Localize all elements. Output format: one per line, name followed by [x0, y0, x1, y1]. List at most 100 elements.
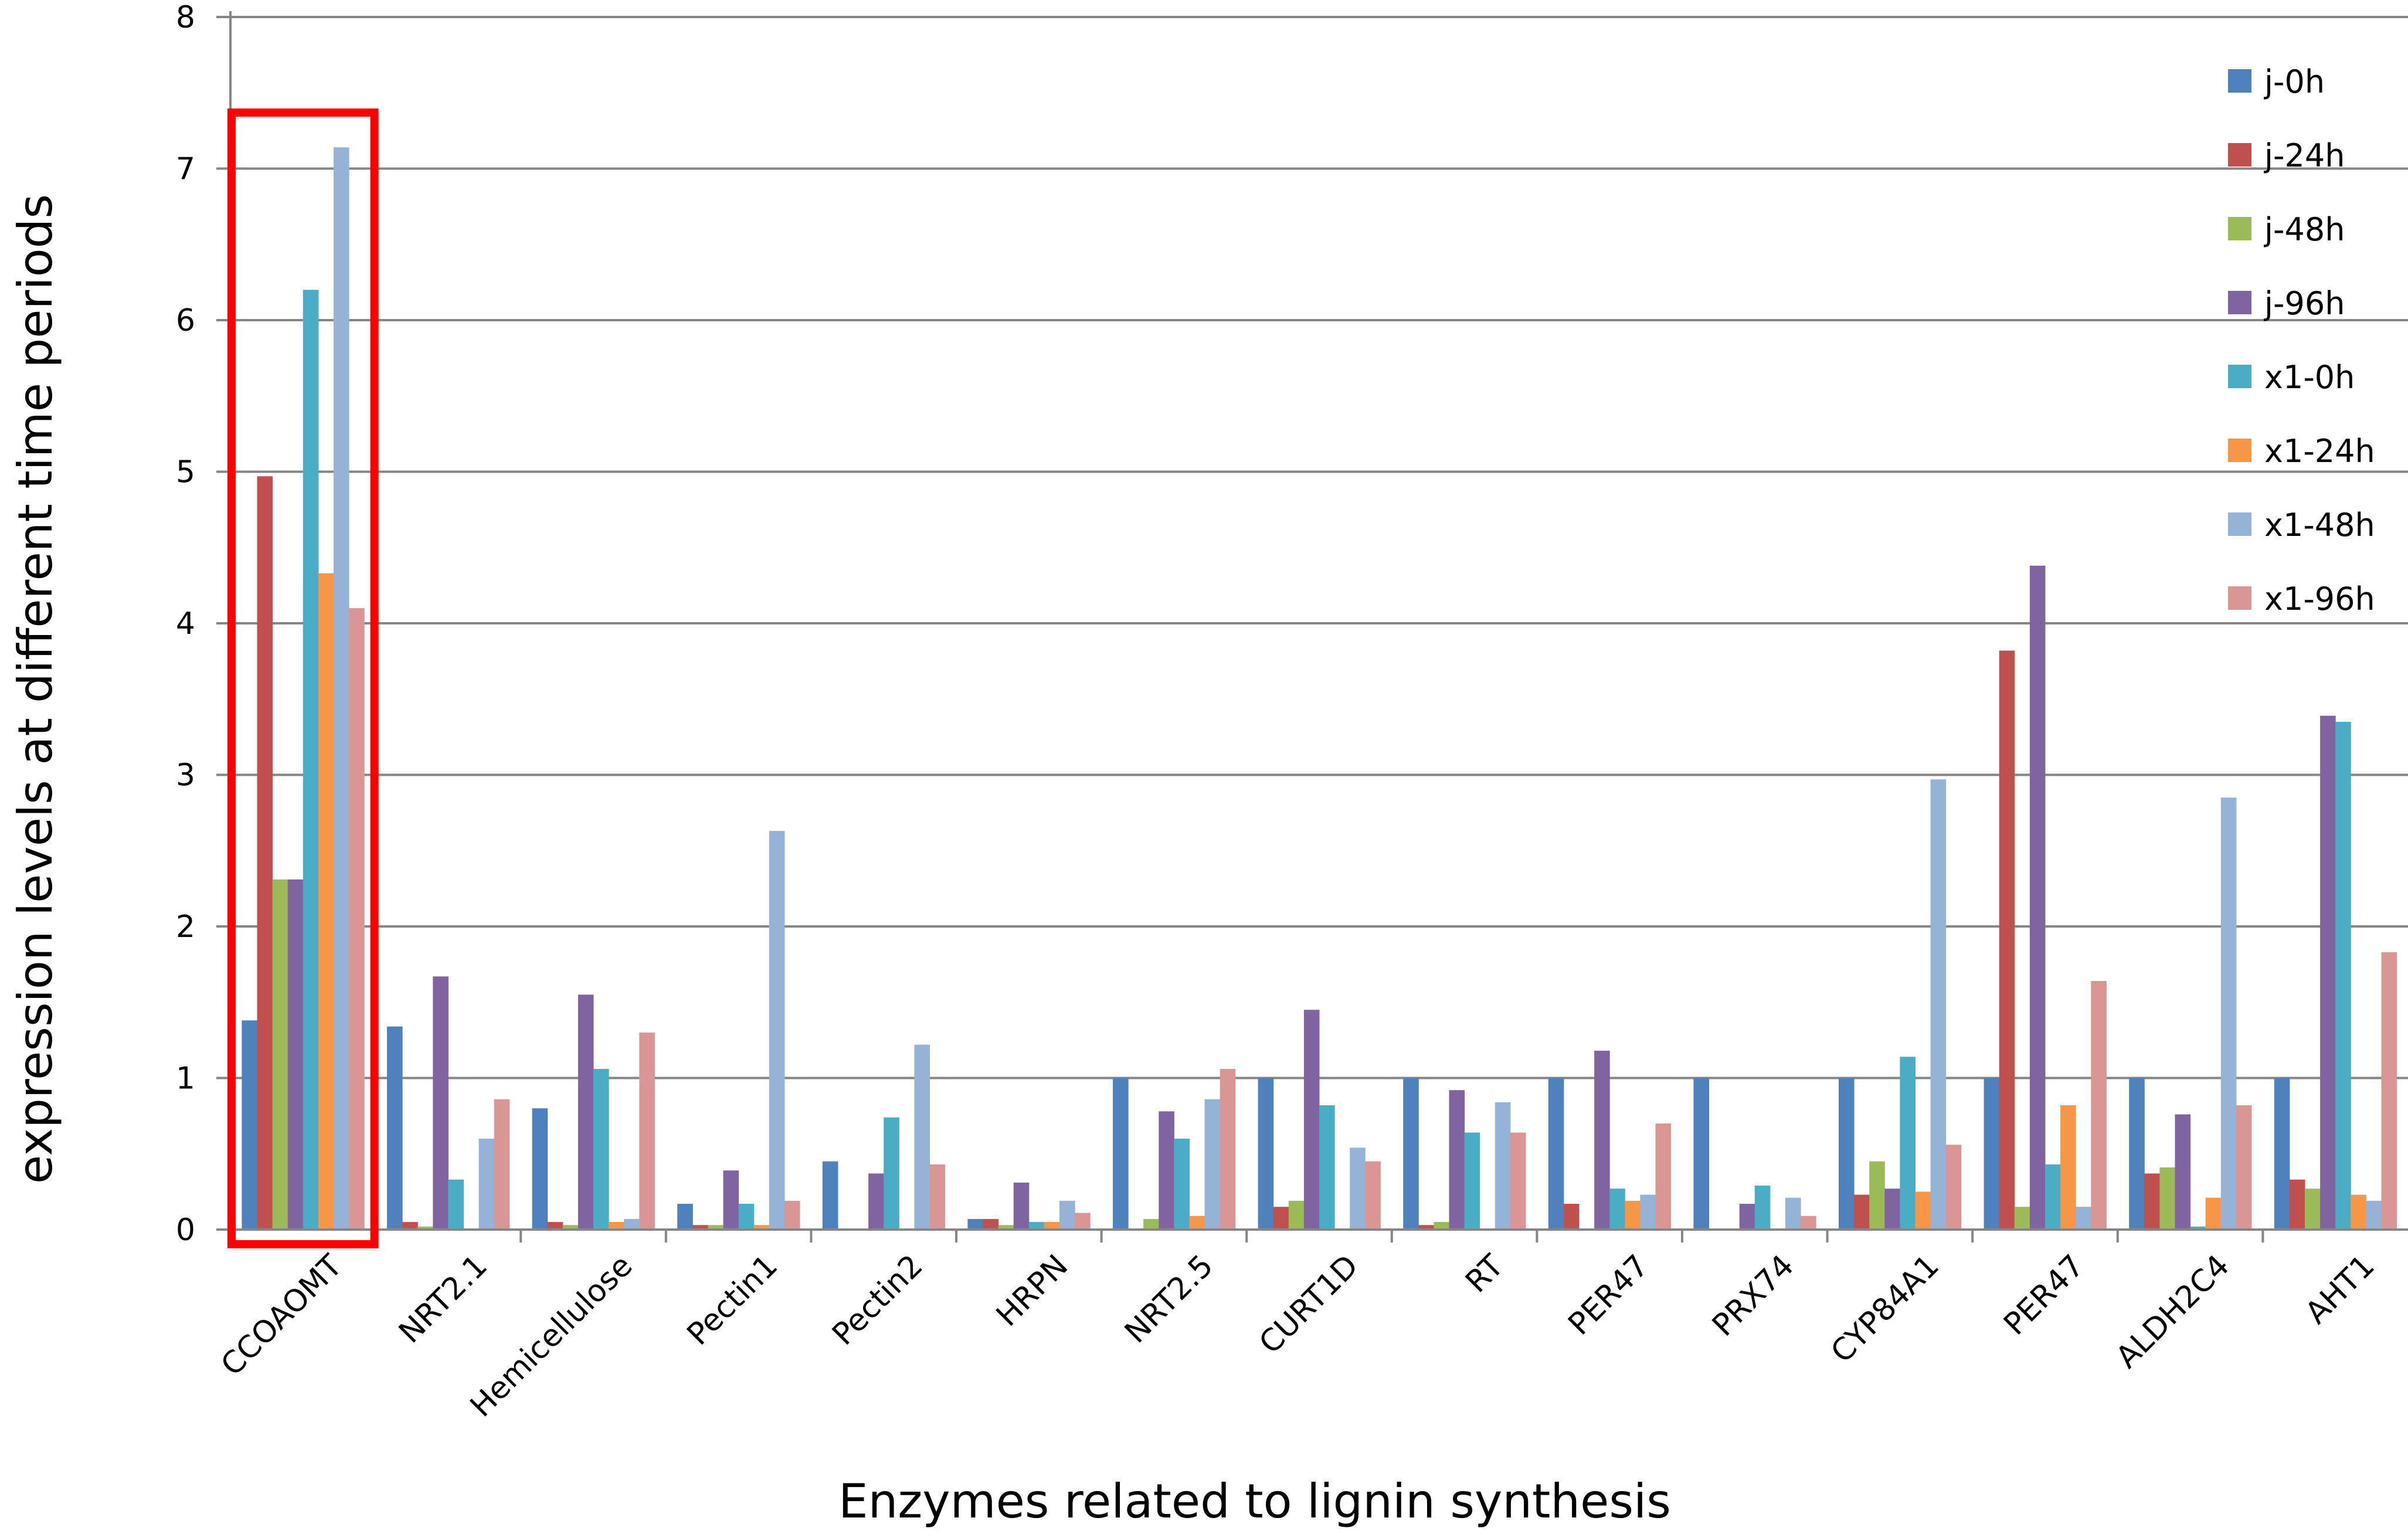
bar-x1-96h — [2381, 952, 2397, 1230]
category-label: NRT2.1 — [392, 1248, 494, 1350]
bar-x1-96h — [1365, 1161, 1381, 1230]
legend-swatch — [2228, 143, 2251, 167]
x-axis-title: Enzymes related to lignin synthesis — [838, 1474, 1671, 1529]
bar-x1-24h — [1625, 1200, 1641, 1230]
bar-j-48h — [562, 1225, 579, 1230]
legend-swatch — [2228, 291, 2251, 314]
bar-x1-96h — [1075, 1213, 1091, 1230]
bar-j-96h — [868, 1173, 884, 1230]
annotations — [227, 108, 379, 1248]
bar-j-24h — [402, 1222, 418, 1230]
legend-swatch — [2228, 365, 2251, 388]
bar-x1-48h — [914, 1044, 930, 1230]
bar-x1-48h — [1204, 1099, 1221, 1230]
bar-j-24h — [1418, 1225, 1434, 1230]
bar-x1-48h — [1785, 1197, 1801, 1230]
legend-swatch — [2228, 586, 2251, 610]
bar-j-96h — [723, 1170, 739, 1230]
bar-x1-48h — [1350, 1147, 1366, 1230]
bar-j-96h — [1594, 1050, 1610, 1230]
bar-j-24h — [547, 1222, 563, 1230]
bar-j-0h — [822, 1161, 838, 1230]
y-tick-label: 4 — [176, 606, 195, 641]
bar-j-96h — [1884, 1189, 1900, 1230]
bar-j-0h — [242, 1020, 257, 1230]
legend: j-0h j-24h j-48h j-96h x1-0h x1-24h x1-48h x1-9… — [2228, 63, 2375, 617]
bar-j-96h — [1013, 1182, 1030, 1230]
bar-x1-48h — [769, 831, 785, 1230]
bar-j-0h — [1693, 1078, 1709, 1230]
bar-x1-96h — [494, 1099, 510, 1230]
bar-x1-96h — [2236, 1105, 2252, 1230]
bar-x1-48h — [1930, 779, 1947, 1230]
bar-j-96h — [1303, 1010, 1320, 1230]
bar-j-48h — [998, 1225, 1014, 1230]
bar-x1-0h — [448, 1179, 464, 1230]
category-label: PER47 — [1997, 1248, 2091, 1342]
legend-label: x1-96h — [2264, 580, 2375, 617]
bar-j-24h — [2144, 1173, 2160, 1230]
bar-x1-96h — [1801, 1216, 1816, 1230]
bar-j-96h — [1739, 1204, 1755, 1230]
bar-x1-0h — [1754, 1186, 1771, 1230]
bar-x1-96h — [784, 1200, 800, 1230]
bar-j-0h — [967, 1218, 983, 1230]
bars — [242, 147, 2397, 1230]
bar-x1-0h — [1174, 1138, 1190, 1230]
y-tick-label: 8 — [176, 0, 195, 35]
category-label: ALDH2C4 — [2110, 1248, 2236, 1375]
bar-x1-96h — [1510, 1132, 1526, 1230]
bar-x1-0h — [303, 290, 319, 1230]
y-tick-label: 5 — [176, 455, 195, 490]
bar-j-24h — [983, 1218, 999, 1230]
category-label: Pectin2 — [826, 1248, 929, 1352]
category-label: HRPN — [990, 1248, 1075, 1333]
y-tick-label: 3 — [176, 758, 195, 793]
bar-j-0h — [1258, 1078, 1274, 1230]
category-label: CCOAOMT — [215, 1248, 349, 1383]
category-label: PER47 — [1562, 1248, 1656, 1342]
bar-j-96h — [2320, 715, 2336, 1230]
category-label: CYP84A1 — [1824, 1248, 1945, 1370]
bar-x1-96h — [639, 1032, 655, 1230]
bar-j-48h — [2305, 1189, 2321, 1230]
bar-x1-24h — [1189, 1216, 1205, 1230]
y-tick-label: 6 — [176, 303, 195, 338]
bar-j-96h — [287, 879, 304, 1230]
bar-x1-48h — [1495, 1102, 1511, 1230]
bar-j-48h — [1288, 1200, 1305, 1230]
bar-x1-0h — [738, 1204, 755, 1230]
y-tick-label: 0 — [176, 1213, 195, 1248]
bar-x1-48h — [478, 1138, 495, 1230]
legend-label: x1-24h — [2264, 433, 2375, 470]
bar-x1-24h — [753, 1225, 770, 1230]
bar-x1-24h — [1915, 1191, 1931, 1230]
y-axis-title: expression levels at different time peri… — [8, 194, 63, 1184]
bar-x1-0h — [1464, 1132, 1480, 1230]
bar-x1-96h — [1220, 1068, 1236, 1230]
bar-x1-0h — [2335, 722, 2351, 1230]
bar-x1-48h — [2076, 1207, 2091, 1230]
bar-j-96h — [2029, 565, 2046, 1230]
bar-x1-0h — [884, 1117, 899, 1230]
bar-x1-48h — [2366, 1200, 2382, 1230]
bar-x1-96h — [1655, 1123, 1672, 1230]
bar-j-96h — [1449, 1090, 1465, 1230]
bar-x1-0h — [2190, 1226, 2206, 1230]
bar-x1-24h — [2205, 1197, 2222, 1230]
bar-j-0h — [1403, 1078, 1419, 1230]
bar-j-24h — [1273, 1207, 1289, 1230]
bar-j-0h — [1548, 1078, 1564, 1230]
bar-j-96h — [2175, 1114, 2191, 1230]
legend-swatch — [2228, 439, 2251, 462]
bar-j-48h — [1434, 1222, 1449, 1230]
gridlines — [230, 16, 2408, 1079]
legend-label: j-0h — [2264, 63, 2325, 100]
legend-label: x1-48h — [2264, 507, 2375, 544]
bar-j-0h — [1113, 1078, 1129, 1230]
bar-x1-48h — [1640, 1194, 1656, 1230]
bar-j-96h — [433, 976, 449, 1230]
